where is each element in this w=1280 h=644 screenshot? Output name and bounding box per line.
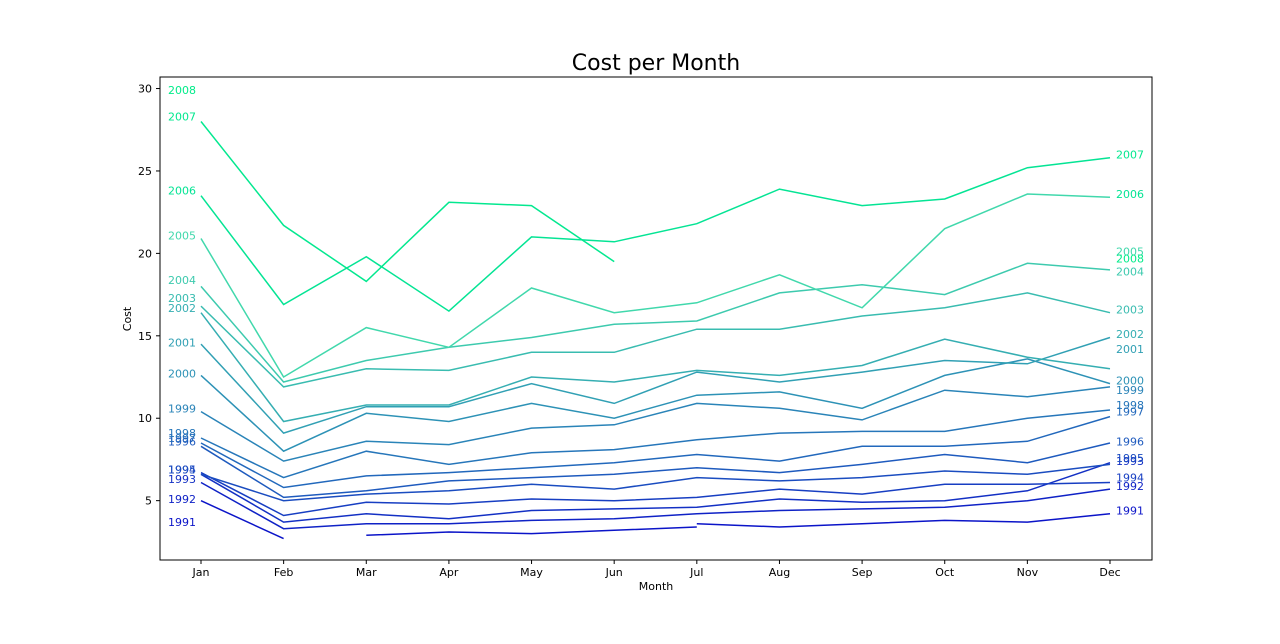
x-tick-label: Nov	[1017, 566, 1039, 579]
x-tick-label: Oct	[935, 566, 955, 579]
series-line-2004	[200, 262, 1111, 383]
series-label-left: 2003	[168, 292, 196, 305]
series-label-right: 1999	[1116, 384, 1144, 397]
x-tick-label: Aug	[769, 566, 790, 579]
plot-area	[159, 76, 1153, 561]
series-label-right: 2005	[1116, 246, 1144, 259]
series-line-1995	[200, 463, 1111, 502]
x-tick-label: May	[520, 566, 543, 579]
series-line-1998	[200, 409, 1111, 479]
y-tick-label: 30	[138, 83, 152, 96]
series-line-1997	[200, 415, 1111, 489]
series-line-1992	[200, 481, 1111, 530]
y-tick-label: 25	[138, 165, 152, 178]
series-lines	[200, 121, 1111, 540]
series-label-right: 1996	[1116, 435, 1144, 448]
series-line-1996	[200, 442, 1111, 499]
x-axis: Jan Feb Mar Apr May Jun Jul Aug Sep Oct Nov Dec	[192, 560, 1121, 579]
series-label-left: 1995	[168, 463, 196, 476]
y-tick-label: 5	[145, 495, 152, 508]
series-label-left: 2004	[168, 274, 196, 287]
x-tick-label: Jun	[605, 566, 623, 579]
y-tick-label: 10	[138, 412, 152, 425]
x-tick-label: Jul	[689, 566, 703, 579]
y-tick-label: 20	[138, 247, 152, 260]
y-axis-label: Cost	[121, 306, 134, 331]
series-label-right: 1998	[1116, 399, 1144, 412]
series-label-left: 2005	[168, 229, 196, 242]
series-label-left: 2000	[168, 368, 196, 381]
series-label-right: 1997	[1116, 406, 1144, 419]
series-label-right: 1992	[1116, 480, 1144, 493]
x-tick-label: Feb	[274, 566, 293, 579]
series-label-right: 2008	[1116, 252, 1144, 265]
x-tick-label: Mar	[356, 566, 377, 579]
series-label-right: 1994	[1116, 472, 1144, 485]
series-line-2007	[200, 121, 615, 283]
series-line-1993	[200, 461, 1111, 523]
series-label-left: 2001	[168, 336, 196, 349]
chart-title: Cost per Month	[572, 51, 740, 76]
series-line-1999	[200, 386, 1111, 462]
y-axis: 5 10 15 20 25 30	[138, 83, 160, 508]
x-tick-label: Dec	[1099, 566, 1120, 579]
y-tick-label: 15	[138, 330, 152, 343]
x-tick-label: Apr	[439, 566, 459, 579]
series-label-left: 2002	[168, 302, 196, 315]
series-line-1991	[366, 526, 697, 537]
series-label-right: 2000	[1116, 374, 1144, 387]
series-label-left: 2008	[168, 84, 196, 97]
x-axis-label: Month	[639, 580, 674, 593]
series-line-2006	[200, 157, 1111, 313]
series-label-right: 2007	[1116, 148, 1144, 161]
series-line-2001	[200, 336, 1111, 434]
series-line-2003	[200, 292, 1111, 388]
series-label-left: 1992	[168, 493, 196, 506]
series-line-2005	[200, 193, 1111, 379]
series-label-right: 1995	[1116, 452, 1144, 465]
series-line-1994	[200, 471, 1111, 517]
series-label-right: 2002	[1116, 328, 1144, 341]
x-tick-label: Sep	[852, 566, 873, 579]
series-label-right: 2001	[1116, 343, 1144, 356]
series-label-right: 1991	[1116, 505, 1144, 518]
series-label-left: 1999	[168, 402, 196, 415]
series-labels: 1991199119921992199319931994199419951995…	[168, 84, 1144, 529]
series-label-right: 2004	[1116, 266, 1144, 279]
x-tick-label: Jan	[192, 566, 210, 579]
series-label-left: 2006	[168, 185, 196, 198]
series-label-left: 1996	[168, 435, 196, 448]
series-label-left: 1993	[168, 473, 196, 486]
series-label-right: 2003	[1116, 303, 1144, 316]
series-line-2000	[200, 358, 1111, 453]
series-line-1991	[200, 500, 1111, 540]
series-label-left: 1998	[168, 427, 196, 440]
series-label-left: 1997	[168, 432, 196, 445]
series-label-right: 1993	[1116, 455, 1144, 468]
series-label-right: 2006	[1116, 188, 1144, 201]
series-label-left: 2007	[168, 111, 196, 124]
series-label-left: 1994	[168, 463, 196, 476]
series-label-left: 1991	[168, 516, 196, 529]
series-line-2002	[200, 312, 1111, 423]
